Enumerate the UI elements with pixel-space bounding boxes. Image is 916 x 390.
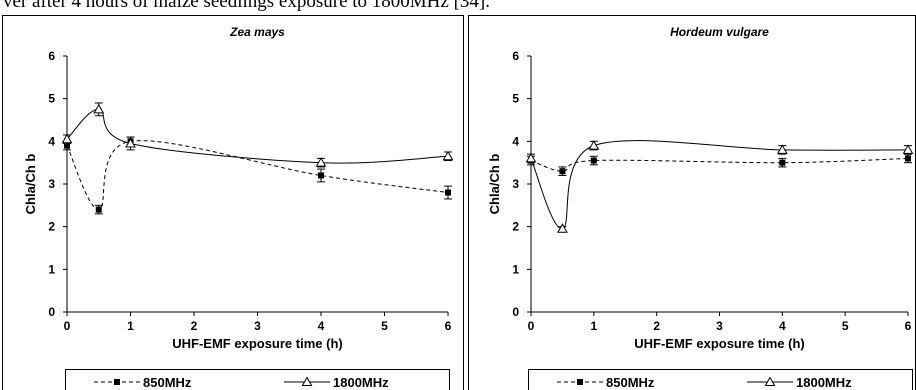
legend-marker-square (114, 379, 120, 385)
x-tick-label: 6 (905, 319, 912, 333)
legend-label-1: 850MHz (606, 375, 655, 390)
data-point-square (559, 168, 566, 175)
y-tick-label: 1 (48, 262, 55, 276)
legend: 850MHz 1800MHz (528, 369, 913, 390)
x-tick-label: 1 (590, 319, 597, 333)
data-point-square (779, 159, 786, 166)
x-tick-label: 5 (381, 319, 388, 333)
y-tick-label: 4 (48, 134, 55, 148)
data-point-square (590, 157, 597, 164)
data-point-square (64, 142, 70, 149)
legend-box (528, 369, 913, 390)
data-point-triangle (776, 144, 788, 154)
panel-frame (2, 15, 464, 390)
x-tick-label: 4 (318, 319, 325, 333)
caption-fragment: ver after 4 hours of maize seedlings exp… (3, 0, 490, 12)
series-line-1 (66, 140, 449, 211)
y-tick-label: 4 (512, 134, 519, 148)
legend: 850MHz 1800MHz (65, 369, 450, 390)
data-point-triangle (442, 150, 454, 161)
y-tick-label: 5 (512, 92, 519, 106)
x-tick-label: 0 (64, 319, 71, 333)
x-tick-label: 4 (779, 319, 786, 333)
y-tick-label: 2 (48, 220, 55, 234)
x-tick-label: 0 (528, 319, 535, 333)
data-point-square (905, 155, 911, 162)
data-point-triangle (315, 157, 327, 167)
data-point-triangle (61, 133, 73, 144)
data-point-triangle (902, 144, 914, 154)
series-line-2 (66, 108, 449, 164)
panel-frame (468, 15, 916, 390)
x-tick-label: 2 (191, 319, 198, 333)
x-tick-label: 3 (254, 319, 261, 333)
x-axis-label: UHF-EMF exposure time (h) (172, 336, 342, 351)
y-axis-label: Chla/Ch b (487, 154, 502, 215)
data-point-triangle (93, 103, 105, 114)
x-tick-label: 1 (127, 319, 134, 333)
data-point-square (318, 172, 324, 179)
y-tick-label: 6 (512, 49, 519, 63)
data-point-triangle (525, 152, 537, 163)
y-tick-label: 0 (48, 305, 55, 319)
data-point-triangle (125, 137, 136, 148)
y-tick-label: 6 (48, 49, 55, 63)
data-point-square (95, 206, 102, 213)
data-point-triangle (557, 223, 568, 233)
data-point-square (445, 189, 451, 196)
series-line-1 (530, 157, 909, 172)
legend-marker-triangle (301, 376, 313, 386)
legend-marker-square (577, 379, 583, 385)
data-point-triangle (588, 140, 600, 150)
y-tick-label: 5 (48, 92, 55, 106)
legend-label-2: 1800MHz (796, 375, 852, 390)
x-axis-label: UHF-EMF exposure time (h) (634, 336, 804, 351)
chart-panel-2: Hordeum vulgare 0 1 2 3 4 5 6 0 1 2 3 4 5 6 UHF-EMF exp… (468, 15, 916, 390)
y-tick-label: 0 (512, 305, 519, 319)
y-tick-label: 3 (512, 177, 519, 191)
legend-marker-triangle (764, 376, 776, 386)
legend-label-2: 1800MHz (333, 375, 389, 390)
legend-box (65, 369, 450, 390)
x-tick-label: 2 (653, 319, 660, 333)
x-tick-label: 6 (445, 319, 452, 333)
x-tick-label: 5 (842, 319, 849, 333)
series-line-2 (530, 140, 909, 230)
chart-panel-1: Zea mays 0 1 2 3 4 5 6 0 1 2 3 4 5 6 UHF-EMF exposure t… (2, 15, 464, 390)
y-tick-label: 3 (48, 177, 55, 191)
x-tick-label: 3 (716, 319, 723, 333)
y-tick-label: 2 (512, 220, 519, 234)
chart-title: Zea mays (229, 25, 285, 39)
legend-label-1: 850MHz (143, 375, 192, 390)
y-axis-label: Chla/Ch b (23, 154, 38, 215)
chart-title: Hordeum vulgare (670, 25, 769, 39)
y-tick-label: 1 (512, 262, 519, 276)
